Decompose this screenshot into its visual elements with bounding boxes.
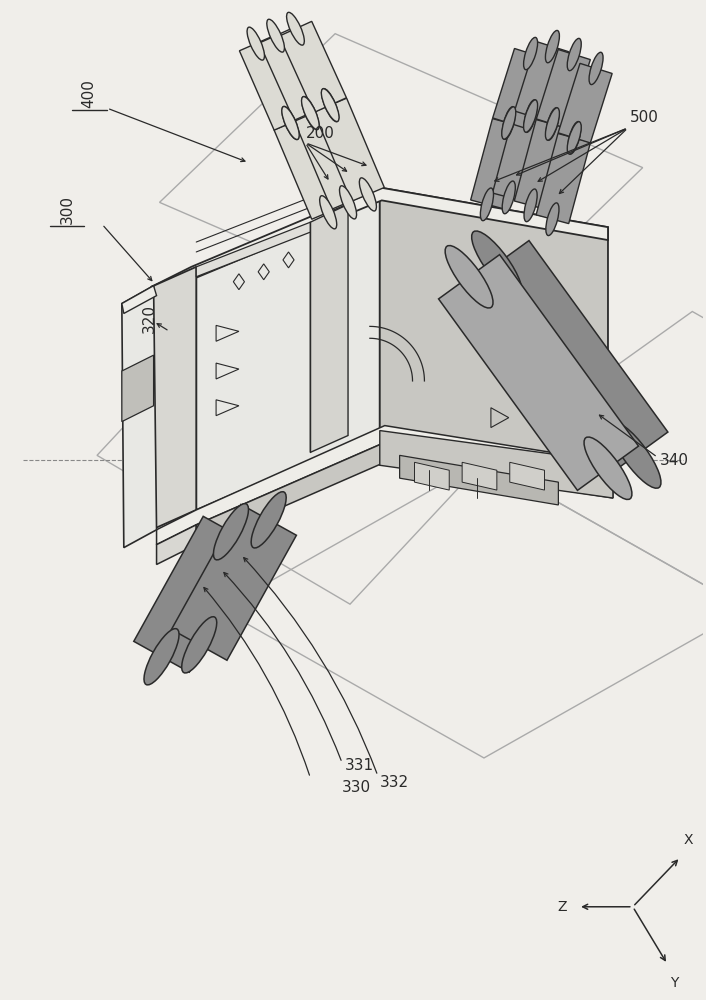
Text: X: X	[683, 833, 693, 847]
Ellipse shape	[546, 203, 559, 236]
Ellipse shape	[251, 492, 286, 548]
Polygon shape	[196, 187, 380, 510]
Ellipse shape	[524, 37, 537, 70]
Ellipse shape	[502, 107, 516, 139]
Polygon shape	[239, 36, 307, 130]
Ellipse shape	[472, 231, 522, 297]
Text: 300: 300	[60, 195, 75, 224]
Polygon shape	[196, 222, 311, 277]
Polygon shape	[536, 134, 590, 224]
Polygon shape	[493, 48, 546, 128]
Text: Z: Z	[558, 900, 568, 914]
Ellipse shape	[611, 422, 661, 488]
Text: 331: 331	[345, 758, 374, 773]
Polygon shape	[514, 120, 569, 210]
Polygon shape	[465, 241, 668, 479]
Polygon shape	[259, 28, 327, 120]
Ellipse shape	[546, 108, 559, 140]
Ellipse shape	[502, 107, 515, 139]
Polygon shape	[294, 106, 364, 209]
Ellipse shape	[320, 196, 337, 229]
Ellipse shape	[321, 89, 339, 122]
Polygon shape	[493, 112, 547, 202]
Ellipse shape	[524, 100, 537, 132]
Ellipse shape	[301, 97, 319, 130]
Polygon shape	[313, 98, 384, 201]
Polygon shape	[558, 63, 612, 143]
Polygon shape	[462, 462, 497, 490]
Text: 332: 332	[380, 775, 409, 790]
Ellipse shape	[546, 30, 559, 63]
Polygon shape	[380, 431, 613, 498]
Polygon shape	[510, 462, 544, 490]
Ellipse shape	[302, 96, 319, 130]
Ellipse shape	[287, 12, 304, 45]
Polygon shape	[133, 516, 258, 672]
Polygon shape	[385, 442, 613, 498]
Polygon shape	[311, 204, 348, 452]
Polygon shape	[157, 525, 196, 564]
Ellipse shape	[213, 504, 249, 560]
Ellipse shape	[567, 122, 581, 154]
Ellipse shape	[568, 122, 581, 154]
Text: 500: 500	[630, 110, 659, 125]
Polygon shape	[152, 187, 608, 300]
Text: 200: 200	[306, 126, 334, 141]
Polygon shape	[196, 442, 385, 545]
Text: 320: 320	[142, 304, 157, 333]
Polygon shape	[122, 355, 154, 422]
Ellipse shape	[480, 188, 493, 221]
Polygon shape	[438, 255, 638, 490]
Ellipse shape	[359, 178, 376, 211]
Polygon shape	[537, 49, 590, 129]
Ellipse shape	[502, 181, 515, 214]
Ellipse shape	[267, 19, 285, 52]
Ellipse shape	[181, 617, 217, 673]
Polygon shape	[471, 119, 525, 209]
Polygon shape	[274, 116, 345, 219]
Text: 330: 330	[342, 780, 371, 795]
Text: Y: Y	[670, 976, 678, 990]
Ellipse shape	[584, 437, 632, 499]
Polygon shape	[400, 455, 558, 505]
Ellipse shape	[322, 89, 339, 122]
Polygon shape	[380, 187, 608, 462]
Ellipse shape	[589, 52, 603, 85]
Ellipse shape	[247, 27, 265, 60]
Ellipse shape	[524, 100, 537, 132]
Ellipse shape	[282, 106, 299, 139]
Polygon shape	[122, 286, 157, 548]
Ellipse shape	[524, 189, 537, 222]
Ellipse shape	[546, 108, 559, 140]
Polygon shape	[414, 462, 449, 490]
Polygon shape	[152, 267, 196, 530]
Text: 400: 400	[82, 79, 97, 108]
Ellipse shape	[340, 186, 357, 219]
Text: 340: 340	[659, 453, 688, 468]
Ellipse shape	[445, 246, 493, 308]
Polygon shape	[172, 504, 297, 660]
Ellipse shape	[144, 629, 179, 685]
Polygon shape	[515, 42, 568, 121]
Ellipse shape	[282, 106, 299, 140]
Polygon shape	[157, 426, 613, 545]
Ellipse shape	[567, 38, 581, 71]
Polygon shape	[279, 21, 347, 113]
Polygon shape	[122, 286, 157, 313]
